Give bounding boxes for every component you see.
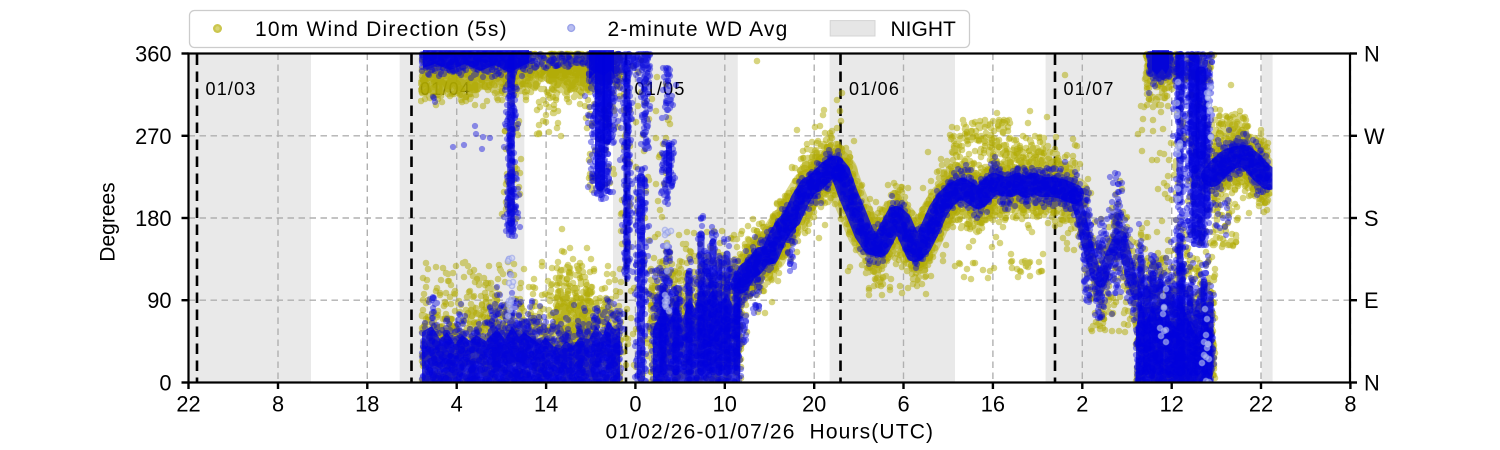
svg-text:270: 270 <box>135 124 171 149</box>
svg-text:6: 6 <box>897 392 909 417</box>
svg-text:Degrees: Degrees <box>97 182 120 261</box>
svg-text:12: 12 <box>1160 392 1184 417</box>
svg-text:N: N <box>1364 42 1380 67</box>
svg-text:10m Wind Direction (5s): 10m Wind Direction (5s) <box>255 18 508 41</box>
svg-text:E: E <box>1364 288 1379 313</box>
svg-text:360: 360 <box>135 42 171 67</box>
svg-text:90: 90 <box>147 288 171 313</box>
svg-text:18: 18 <box>355 392 379 417</box>
svg-text:180: 180 <box>135 206 171 231</box>
svg-text:01/06: 01/06 <box>849 79 900 99</box>
svg-text:14: 14 <box>534 392 558 417</box>
svg-text:8: 8 <box>1344 392 1356 417</box>
svg-text:N: N <box>1364 371 1380 396</box>
svg-text:10: 10 <box>713 392 737 417</box>
svg-text:0: 0 <box>629 392 641 417</box>
svg-text:2: 2 <box>1076 392 1088 417</box>
svg-text:16: 16 <box>981 392 1005 417</box>
svg-text:22: 22 <box>1249 392 1273 417</box>
svg-text:22: 22 <box>176 392 200 417</box>
svg-text:20: 20 <box>802 392 826 417</box>
svg-text:01/07: 01/07 <box>1064 79 1115 99</box>
svg-text:W: W <box>1364 124 1385 149</box>
svg-text:01/02/26-01/07/26 Hours(UTC): 01/02/26-01/07/26 Hours(UTC) <box>606 421 935 444</box>
svg-text:2-minute WD Avg: 2-minute WD Avg <box>608 18 789 41</box>
svg-text:01/03: 01/03 <box>206 79 257 99</box>
svg-text:NIGHT: NIGHT <box>891 18 957 41</box>
svg-text:8: 8 <box>272 392 284 417</box>
svg-text:0: 0 <box>159 371 171 396</box>
svg-text:S: S <box>1364 206 1379 231</box>
svg-text:4: 4 <box>451 392 463 417</box>
